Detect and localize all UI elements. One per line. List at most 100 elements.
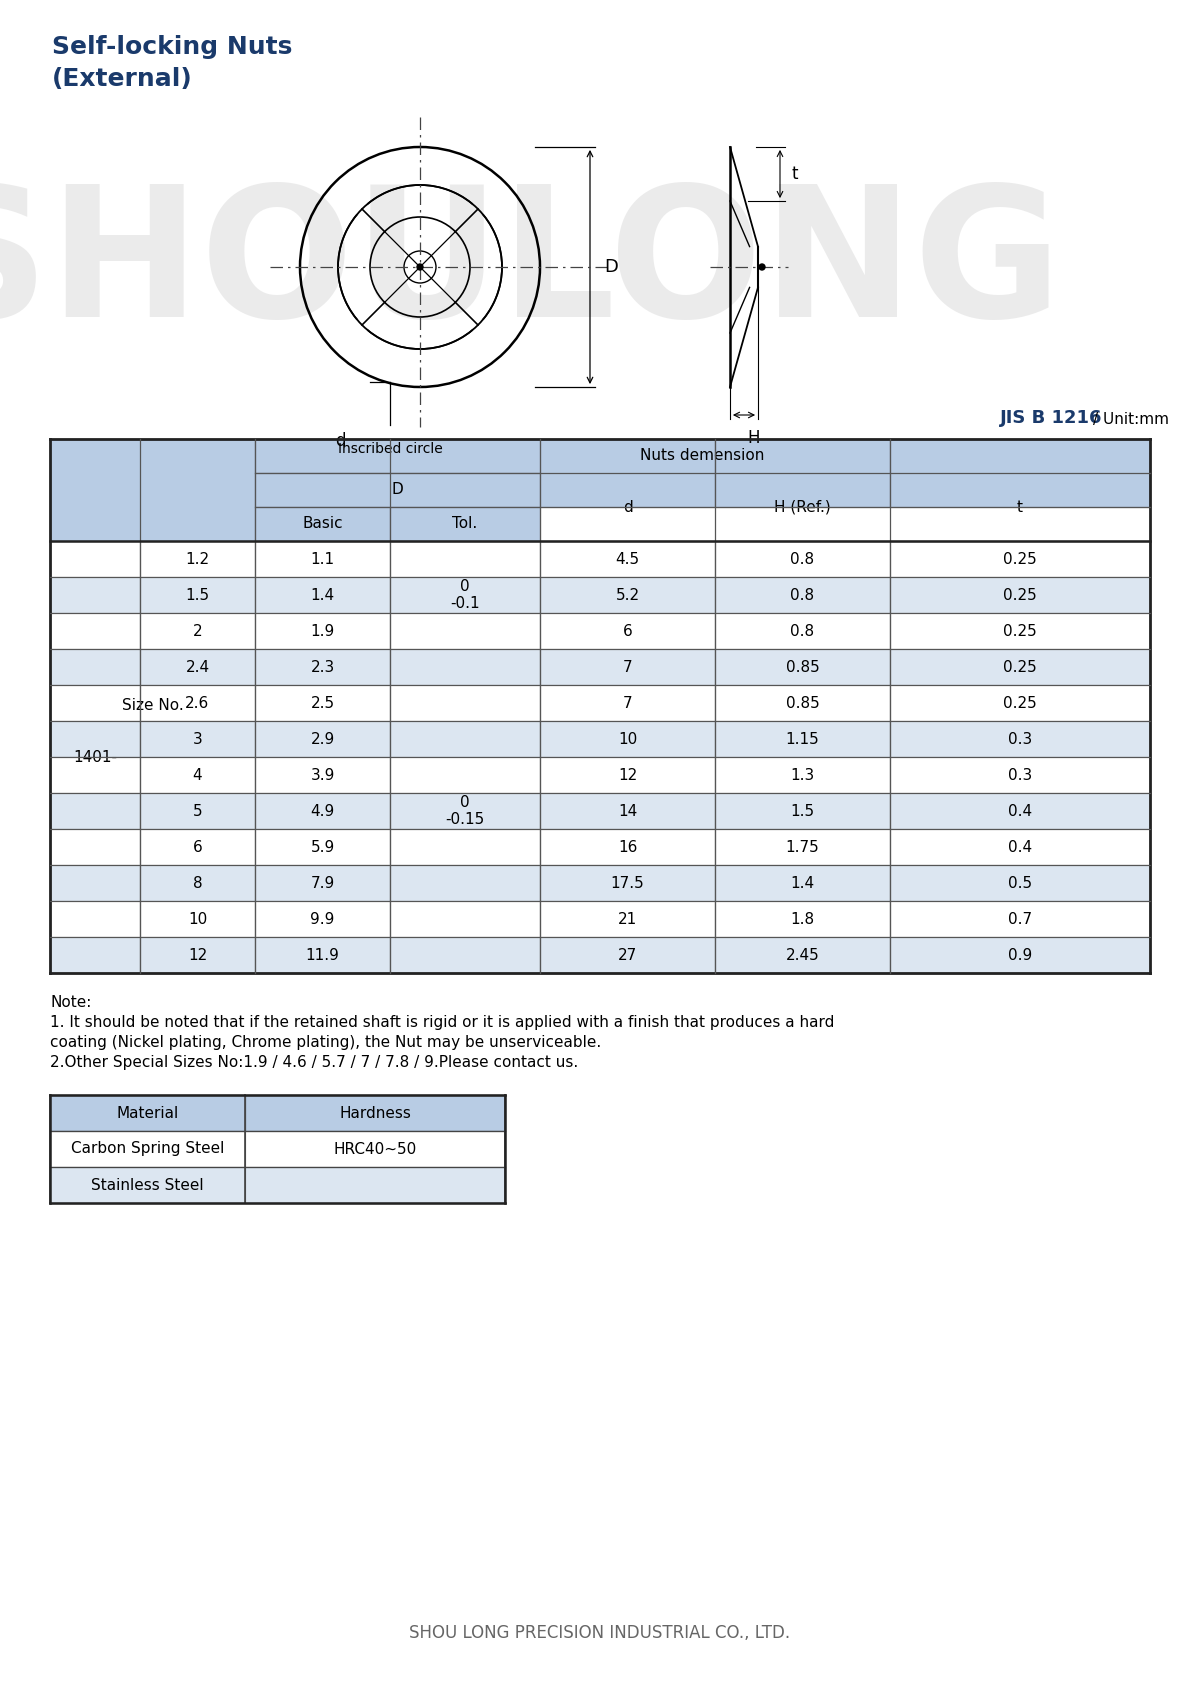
Text: 11.9: 11.9 [306,947,340,962]
Bar [715,757,890,792]
Text: SHOULONG: SHOULONG [0,178,1061,355]
Bar [890,937,1150,972]
Bar [390,613,540,648]
Bar [390,648,540,686]
Text: 1.2: 1.2 [186,552,210,567]
Text: 4: 4 [193,767,203,782]
Text: t: t [1018,499,1022,514]
Text: 0.3: 0.3 [1008,767,1032,782]
Bar [540,792,715,830]
Text: 1.8: 1.8 [791,911,815,927]
Bar [50,648,140,686]
Text: 4.9: 4.9 [311,803,335,818]
Text: 9.9: 9.9 [311,911,335,927]
Text: 1.9: 1.9 [311,623,335,638]
Bar [890,865,1150,901]
Text: 2.4: 2.4 [186,660,210,674]
Bar [715,648,890,686]
Text: 0.85: 0.85 [786,660,820,674]
Bar [140,792,256,830]
Bar [890,721,1150,757]
Text: 0.25: 0.25 [1003,660,1037,674]
Text: 1401-: 1401- [73,750,118,765]
Bar [540,937,715,972]
Text: 16: 16 [618,840,637,855]
Text: 14: 14 [618,803,637,818]
Circle shape [760,265,766,270]
Text: 0.25: 0.25 [1003,696,1037,711]
Bar [715,830,890,865]
Text: H (Ref.): H (Ref.) [774,499,830,514]
Text: 0.25: 0.25 [1003,552,1037,567]
Text: 17.5: 17.5 [611,876,644,891]
Text: 0
-0.15: 0 -0.15 [445,794,485,826]
Bar [390,937,540,972]
Text: 7.9: 7.9 [311,876,335,891]
Text: Tol.: Tol. [452,516,478,531]
Text: JIS B 1216: JIS B 1216 [1000,409,1103,428]
Bar [256,792,390,830]
Bar [540,440,715,507]
Text: 0.25: 0.25 [1003,623,1037,638]
Text: / Unit:mm: / Unit:mm [1093,412,1169,428]
Text: d: d [623,499,632,514]
Text: 0.85: 0.85 [786,696,820,711]
Bar [390,507,540,541]
Bar [140,721,256,757]
Bar [50,686,140,721]
Bar [256,757,390,792]
Bar [50,577,140,613]
Bar [890,686,1150,721]
Text: 1. It should be noted that if the retained shaft is rigid or it is applied with : 1. It should be noted that if the retain… [50,1015,834,1030]
Bar [715,440,890,507]
Bar [390,721,540,757]
Bar [140,577,256,613]
Bar [140,830,256,865]
Bar [390,541,540,577]
Text: 1.5: 1.5 [186,587,210,602]
Text: 6: 6 [623,623,632,638]
Text: 5: 5 [193,803,203,818]
Bar [50,1168,245,1203]
Text: Note:: Note: [50,994,91,1010]
Text: Carbon Spring Steel: Carbon Spring Steel [71,1142,224,1156]
Bar [140,865,256,901]
Bar [715,541,890,577]
Bar [715,721,890,757]
Text: t: t [792,165,798,183]
Bar [50,792,140,830]
Bar [390,686,540,721]
Bar [50,901,140,937]
Bar [245,1130,505,1168]
Text: (External): (External) [52,66,193,92]
Bar [540,686,715,721]
Bar [540,541,715,577]
Text: Basic: Basic [302,516,343,531]
Text: 3: 3 [193,731,203,747]
Bar [715,613,890,648]
Text: 0.4: 0.4 [1008,840,1032,855]
Text: 0.25: 0.25 [1003,587,1037,602]
Text: SHOU LONG PRECISION INDUSTRIAL CO., LTD.: SHOU LONG PRECISION INDUSTRIAL CO., LTD. [409,1624,791,1643]
Bar [50,937,140,972]
Text: 6: 6 [193,840,203,855]
Text: Stainless Steel: Stainless Steel [91,1178,204,1193]
Text: 1.1: 1.1 [311,552,335,567]
Bar [890,830,1150,865]
Text: HRC40~50: HRC40~50 [334,1142,416,1156]
Bar [256,577,390,613]
Text: 10: 10 [188,911,208,927]
Bar [715,937,890,972]
Bar [390,757,540,792]
Bar [256,686,390,721]
Text: 7: 7 [623,660,632,674]
Text: 0.3: 0.3 [1008,731,1032,747]
Bar [390,577,540,613]
Bar [256,613,390,648]
Bar [256,937,390,972]
Text: 0
-0.1: 0 -0.1 [450,579,480,611]
Text: 2.6: 2.6 [185,696,210,711]
Bar [540,577,715,613]
Bar [390,865,540,901]
Bar [540,721,715,757]
